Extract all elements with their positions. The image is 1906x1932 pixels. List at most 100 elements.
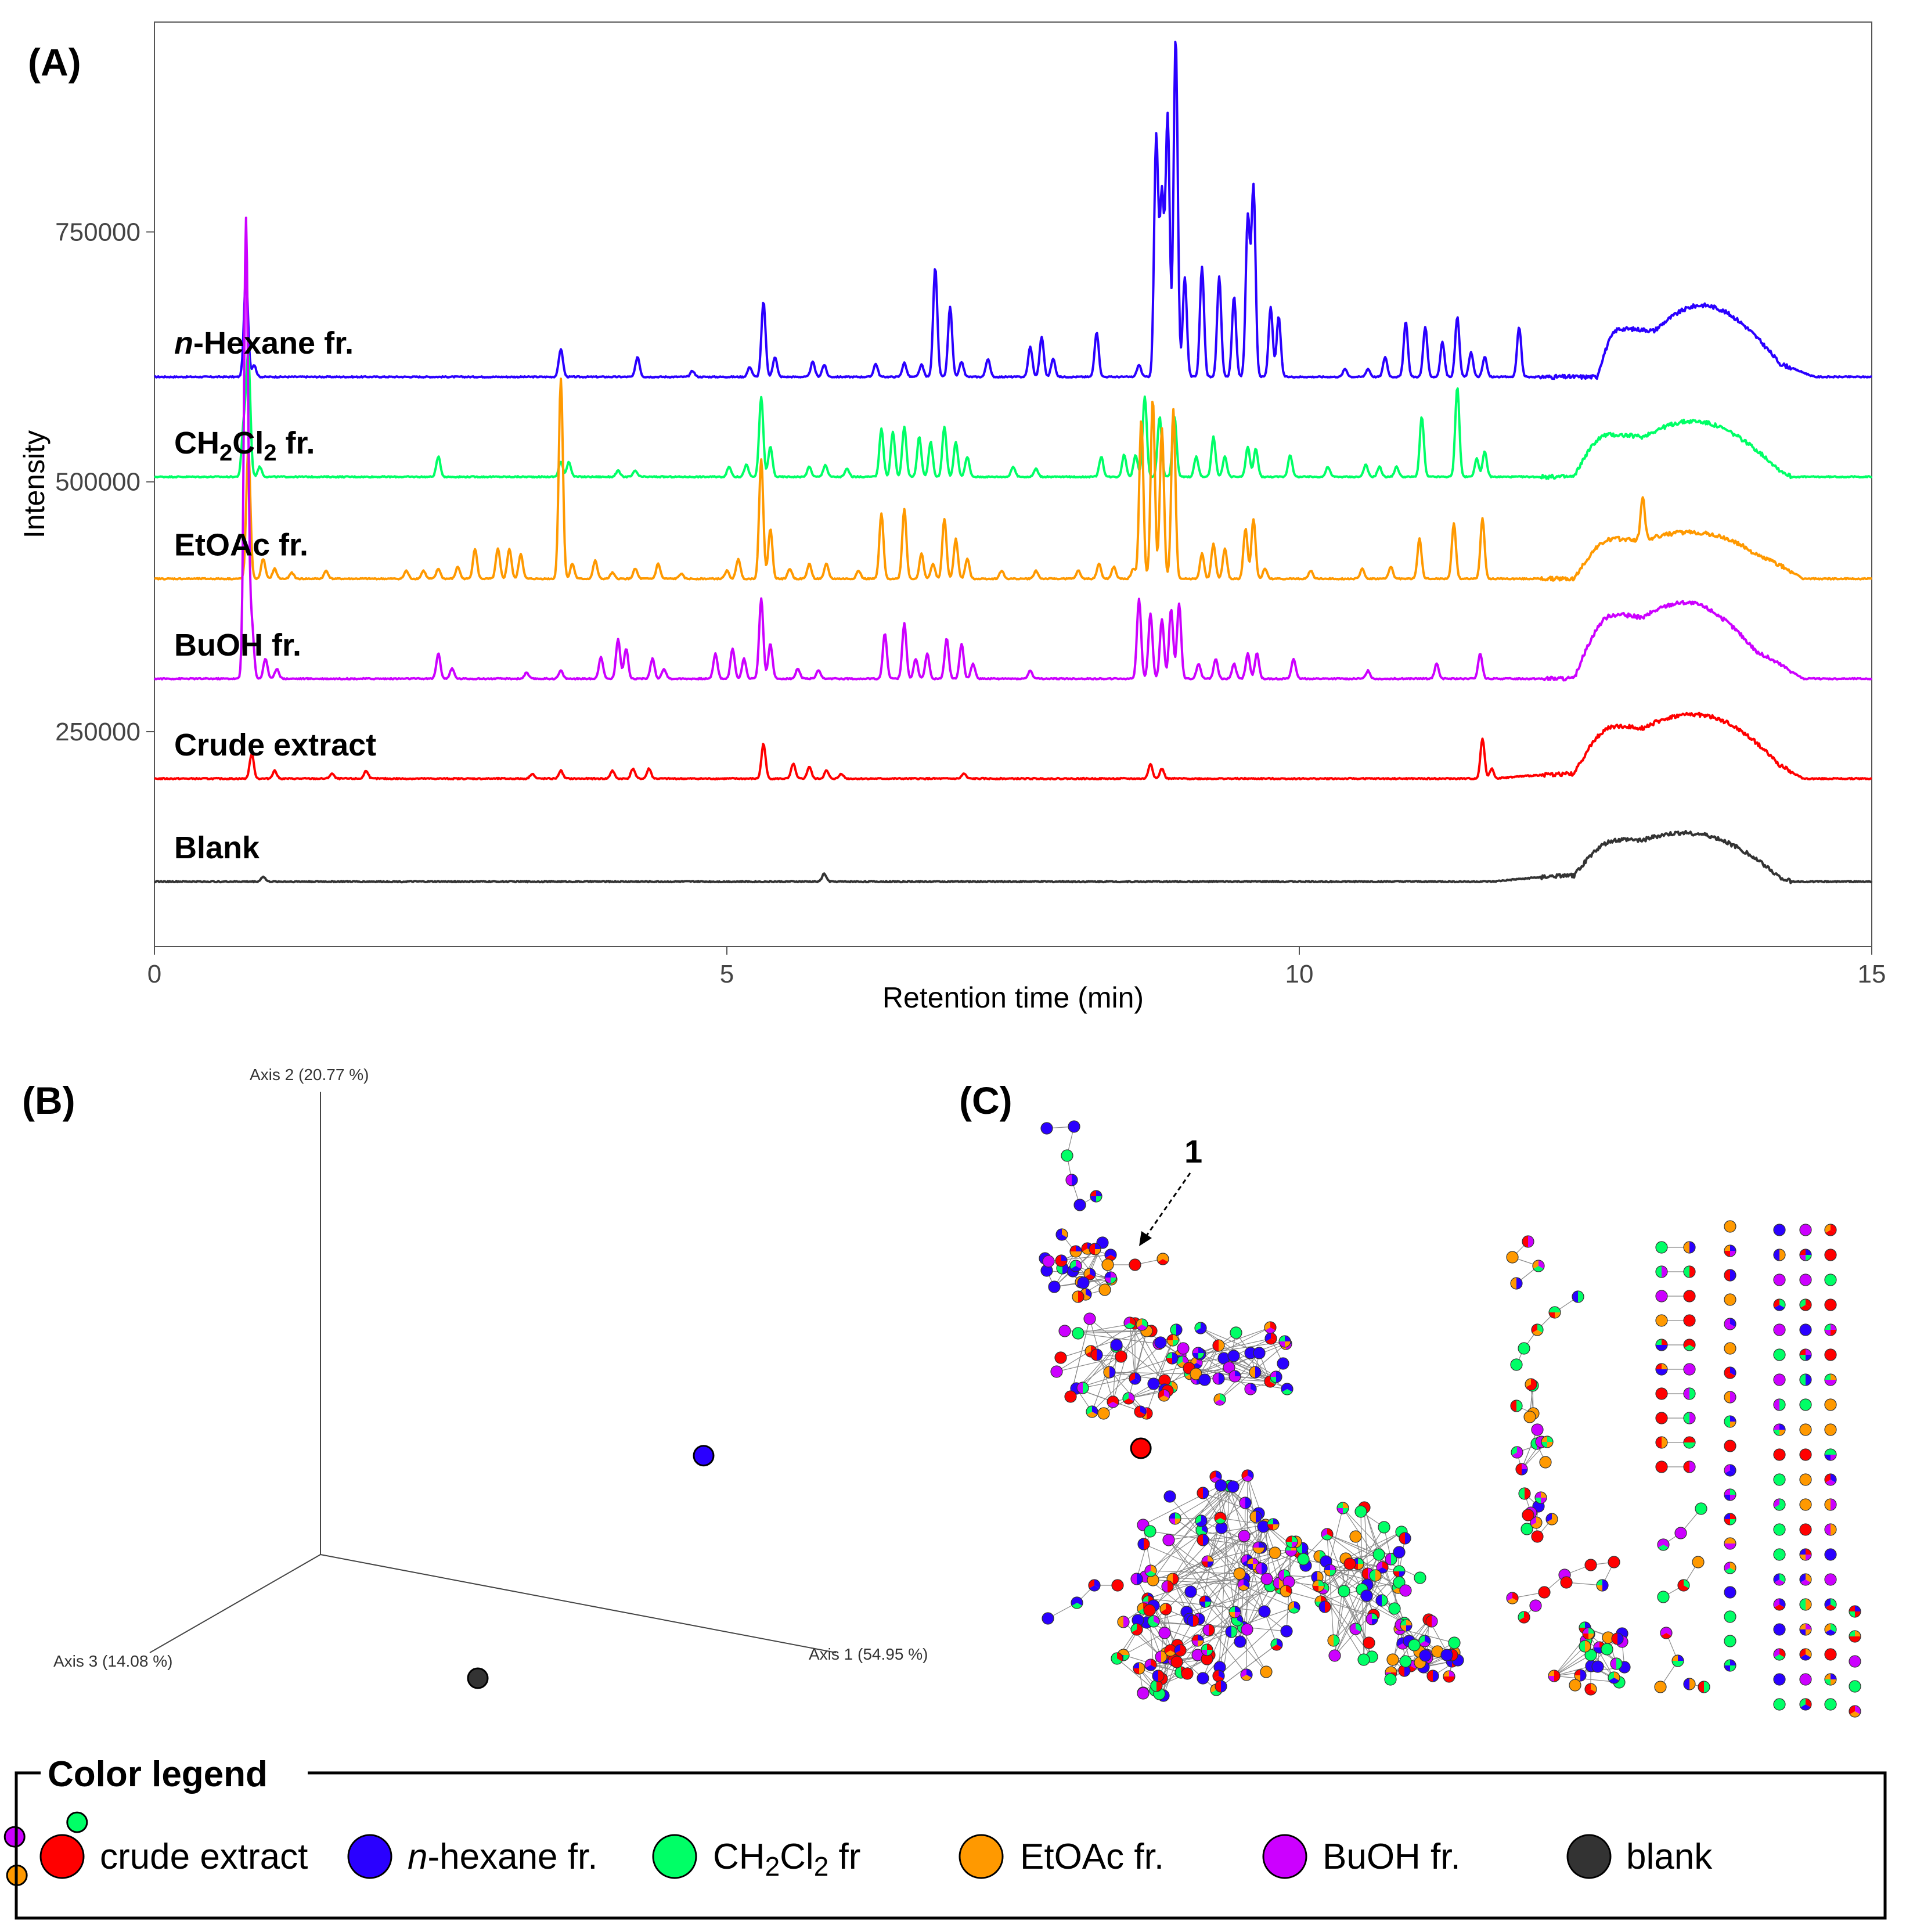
network-node-slice — [1779, 1449, 1785, 1460]
network-node-outline — [1773, 1648, 1786, 1661]
network-node-slice — [1156, 1680, 1162, 1692]
network-node-slice — [1203, 1487, 1209, 1499]
network-node-slice — [1547, 1436, 1553, 1442]
network-node-outline — [1191, 1634, 1204, 1647]
network-node — [1269, 1546, 1281, 1559]
network-node-outline — [1270, 1638, 1283, 1651]
network-node — [1824, 1398, 1837, 1411]
network-node-disc — [1384, 1673, 1397, 1686]
network-node-slice — [1426, 1616, 1432, 1627]
network-node-outline — [1824, 1323, 1837, 1336]
network-node-outline — [1285, 1535, 1298, 1548]
network-node-slice — [1725, 1568, 1735, 1574]
network-edge — [1218, 1607, 1295, 1676]
network-node-slice — [1087, 1412, 1097, 1418]
network-node-slice — [1656, 1369, 1662, 1375]
network-node — [1824, 1498, 1837, 1511]
network-node — [1824, 1423, 1837, 1436]
network-node-disc — [1162, 1534, 1175, 1546]
network-node — [1824, 1448, 1837, 1461]
network-node-slice — [1555, 1307, 1561, 1312]
network-node-disc — [1357, 1653, 1370, 1666]
network-node-slice — [1279, 1341, 1285, 1347]
network-node-outline — [1244, 1383, 1257, 1395]
x-tick-label: 5 — [720, 960, 734, 988]
network-node-disc — [1260, 1665, 1273, 1678]
network-node — [1440, 1649, 1453, 1661]
network-node-slice — [1681, 1527, 1687, 1539]
network-node — [1241, 1469, 1254, 1482]
network-node — [1655, 1436, 1668, 1449]
network-edge — [1207, 1547, 1262, 1562]
network-node-disc — [1724, 1586, 1736, 1599]
network-node-slice — [1443, 1676, 1449, 1682]
network-node-slice — [1153, 1574, 1159, 1586]
network-node-slice — [1831, 1305, 1836, 1311]
pca-points — [3, 1437, 1152, 1886]
network-node-slice — [1800, 1580, 1811, 1586]
network-node — [1724, 1513, 1736, 1526]
network-node-outline — [1297, 1553, 1310, 1566]
network-node-slice — [1656, 1266, 1662, 1278]
network-node — [1531, 1423, 1544, 1436]
network-node-outline — [1531, 1323, 1544, 1336]
network-node-disc — [1799, 1523, 1812, 1536]
network-node — [1281, 1383, 1294, 1395]
network-node-disc — [1655, 1290, 1668, 1303]
chromatogram-frame — [154, 21, 1872, 947]
legend-swatch-hexane — [347, 1834, 392, 1879]
network-node-slice — [1800, 1249, 1806, 1255]
network-node-outline — [1130, 1623, 1143, 1636]
network-edge — [1172, 1578, 1199, 1620]
trace-ch2cl2 — [153, 351, 1872, 480]
network-node — [1683, 1241, 1696, 1254]
network-node-slice — [1404, 1665, 1410, 1676]
network-node-outline — [1228, 1606, 1241, 1618]
network-node — [1187, 1614, 1199, 1627]
network-node — [1773, 1423, 1786, 1436]
network-node-outline — [1799, 1698, 1812, 1711]
network-node-slice — [1192, 1353, 1198, 1359]
network-edge — [1189, 1578, 1267, 1620]
network-node-slice — [1247, 1564, 1253, 1570]
network-node — [1683, 1436, 1696, 1449]
network-node — [1799, 1673, 1812, 1686]
network-node — [1363, 1636, 1375, 1649]
network-node-slice — [1145, 1571, 1156, 1577]
network-node-disc — [1170, 1656, 1183, 1668]
network-edge — [1196, 1343, 1287, 1379]
network-node-slice — [1385, 1667, 1391, 1672]
network-node — [1064, 1390, 1077, 1403]
network-node-disc — [1098, 1283, 1111, 1296]
network-node — [1510, 1399, 1523, 1412]
network-node-slice — [1241, 1675, 1252, 1681]
legend-item-buoh: BuOH fr. — [1262, 1834, 1461, 1879]
network-edge — [1136, 1502, 1246, 1580]
network-node-slice — [1215, 1518, 1226, 1524]
network-node-slice — [1215, 1399, 1225, 1406]
legend-title: Color legend — [48, 1754, 268, 1794]
network-node-slice — [1825, 1380, 1831, 1386]
network-node-slice — [1724, 1660, 1730, 1665]
network-node-slice — [1399, 1566, 1405, 1571]
network-node-slice — [1173, 1340, 1179, 1346]
network-node — [1073, 1199, 1086, 1211]
network-node — [1773, 1448, 1786, 1461]
network-node-slice — [1530, 1411, 1536, 1423]
network-node-slice — [1531, 1438, 1537, 1449]
network-node-disc — [1223, 1361, 1235, 1374]
network-node-disc — [1654, 1681, 1667, 1693]
pca-point-ch2cl2 — [66, 1811, 88, 1833]
network-node — [1111, 1579, 1124, 1592]
network-node-outline — [1574, 1669, 1587, 1682]
network-node — [1130, 1573, 1143, 1585]
network-node-outline — [1698, 1681, 1710, 1693]
network-node-disc — [1518, 1342, 1530, 1355]
network-node-slice — [1286, 1536, 1292, 1542]
network-node-slice — [1678, 1655, 1684, 1661]
network-edge — [1190, 1591, 1235, 1613]
network-node-outline — [1683, 1339, 1696, 1351]
network-node-slice — [1143, 1596, 1148, 1602]
network-node-slice — [1226, 1626, 1231, 1638]
network-node-outline — [1582, 1627, 1595, 1640]
